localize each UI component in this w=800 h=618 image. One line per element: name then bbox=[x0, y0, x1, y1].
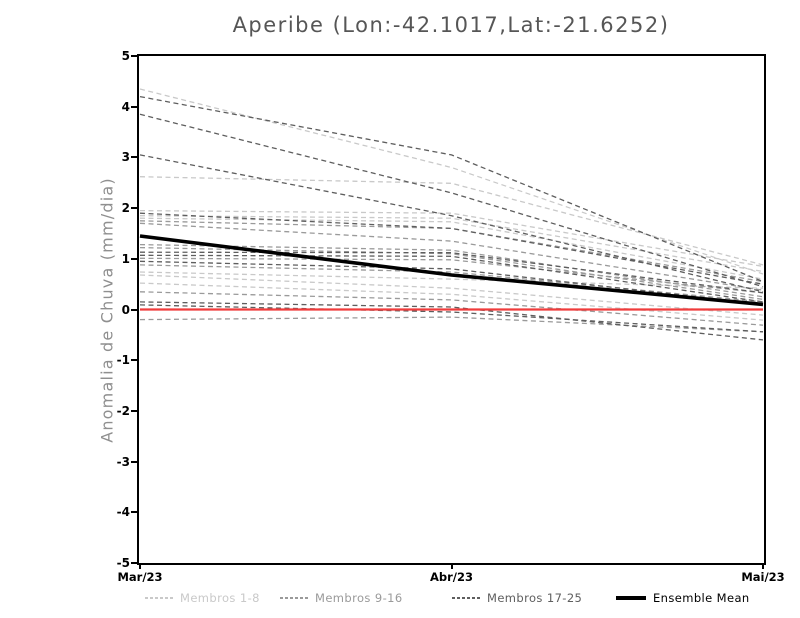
y-tick bbox=[131, 562, 139, 564]
y-tick-label: -2 bbox=[116, 403, 130, 418]
legend-label: Membros 1-8 bbox=[180, 591, 260, 605]
member-line bbox=[139, 273, 763, 316]
member-line bbox=[139, 212, 763, 285]
y-tick-label: -5 bbox=[116, 556, 130, 570]
legend-dash-members-9-16-icon bbox=[280, 597, 308, 599]
y-tick bbox=[131, 55, 139, 57]
y-tick bbox=[131, 511, 139, 514]
y-tick bbox=[131, 156, 139, 159]
legend-dash-members-1-8-icon bbox=[145, 597, 173, 599]
y-tick bbox=[131, 460, 139, 463]
y-tick-label: -1 bbox=[116, 353, 130, 368]
member-line bbox=[139, 217, 763, 280]
legend-item-ensemble-mean: Ensemble Mean bbox=[616, 591, 750, 605]
legend-item-members-1-8: Membros 1-8 bbox=[145, 591, 260, 605]
member-line bbox=[139, 260, 763, 305]
member-line bbox=[139, 290, 763, 326]
legend-item-members-9-16: Membros 9-16 bbox=[280, 591, 403, 605]
chart-title: Aperibe (Lon:-42.1017,Lat:-21.6252) bbox=[232, 13, 670, 37]
member-line bbox=[139, 95, 763, 282]
member-line bbox=[139, 214, 763, 272]
y-tick-label: 4 bbox=[121, 99, 130, 114]
legend-dash-members-17-25-icon bbox=[452, 597, 480, 599]
plot-area bbox=[136, 53, 766, 565]
legend-label: Ensemble Mean bbox=[653, 591, 750, 605]
y-tick bbox=[131, 308, 139, 311]
x-tick bbox=[450, 563, 453, 569]
member-line bbox=[139, 153, 763, 292]
member-line bbox=[139, 270, 763, 289]
member-line bbox=[139, 113, 763, 287]
member-line bbox=[139, 222, 763, 291]
legend-label: Membros 9-16 bbox=[315, 591, 403, 605]
member-line bbox=[139, 251, 763, 293]
y-tick bbox=[131, 409, 139, 412]
member-line bbox=[139, 254, 763, 303]
member-line bbox=[139, 219, 763, 282]
member-line bbox=[139, 175, 763, 266]
member-line bbox=[139, 243, 763, 297]
member-line bbox=[139, 257, 763, 293]
y-tick-label: -4 bbox=[116, 505, 130, 520]
member-line bbox=[139, 303, 763, 332]
y-tick bbox=[131, 105, 139, 108]
y-tick-label: -3 bbox=[116, 454, 130, 469]
member-line bbox=[139, 315, 763, 332]
legend-item-members-17-25: Membros 17-25 bbox=[452, 591, 582, 605]
x-tick-label: Mar/23 bbox=[117, 570, 163, 584]
y-tick bbox=[131, 207, 139, 210]
y-tick-label: 5 bbox=[121, 49, 130, 63]
x-tick-label: Abr/23 bbox=[429, 570, 474, 584]
ensemble-mean-line bbox=[139, 233, 763, 306]
legend-label: Membros 17-25 bbox=[487, 591, 583, 605]
chart-canvas bbox=[139, 87, 763, 341]
y-tick bbox=[131, 257, 139, 260]
member-line bbox=[139, 209, 763, 267]
legend-line-ensemble-mean-icon bbox=[616, 596, 646, 600]
y-tick-label: 1 bbox=[121, 251, 130, 266]
x-tick bbox=[762, 563, 764, 569]
member-line bbox=[139, 300, 763, 341]
y-tick-label: 0 bbox=[121, 302, 130, 317]
member-line bbox=[139, 281, 763, 321]
y-tick-label: 3 bbox=[121, 150, 130, 165]
y-tick-label: 2 bbox=[121, 201, 130, 216]
x-tick-label: Mai/23 bbox=[741, 570, 785, 584]
x-tick bbox=[139, 563, 141, 569]
y-tick bbox=[131, 359, 139, 362]
